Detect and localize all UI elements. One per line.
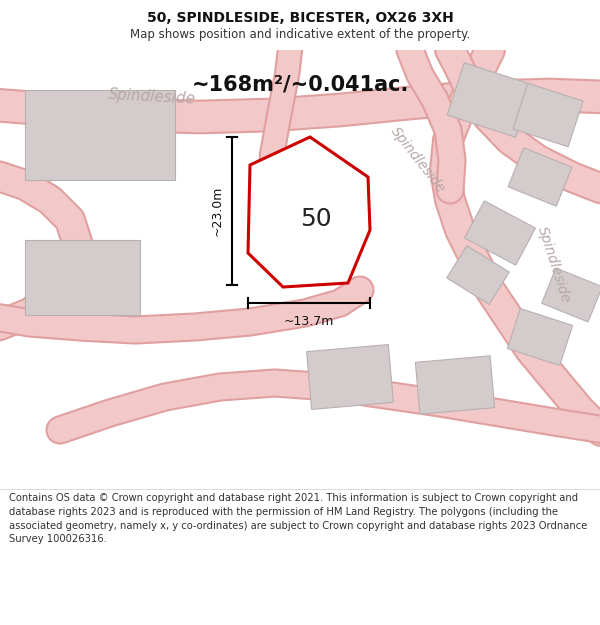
Text: Contains OS data © Crown copyright and database right 2021. This information is : Contains OS data © Crown copyright and d… [9, 493, 587, 544]
Polygon shape [542, 268, 600, 322]
Text: 50, SPINDLESIDE, BICESTER, OX26 3XH: 50, SPINDLESIDE, BICESTER, OX26 3XH [146, 11, 454, 25]
Text: ~168m²/~0.041ac.: ~168m²/~0.041ac. [191, 75, 409, 95]
Text: Map shows position and indicative extent of the property.: Map shows position and indicative extent… [130, 28, 470, 41]
Polygon shape [513, 83, 583, 147]
Polygon shape [464, 201, 535, 265]
Polygon shape [307, 344, 394, 409]
Polygon shape [508, 148, 572, 206]
Polygon shape [415, 356, 494, 414]
Polygon shape [25, 90, 175, 180]
Text: 50: 50 [300, 207, 332, 231]
Polygon shape [508, 309, 572, 366]
Text: Spindleside: Spindleside [388, 124, 448, 196]
Polygon shape [25, 239, 139, 314]
Text: ~23.0m: ~23.0m [211, 186, 224, 236]
Text: ~13.7m: ~13.7m [284, 315, 334, 328]
Polygon shape [248, 137, 370, 287]
Text: Spindleside: Spindleside [535, 225, 573, 305]
Polygon shape [447, 62, 533, 138]
Polygon shape [447, 246, 509, 304]
Text: Spindleside: Spindleside [108, 88, 196, 107]
